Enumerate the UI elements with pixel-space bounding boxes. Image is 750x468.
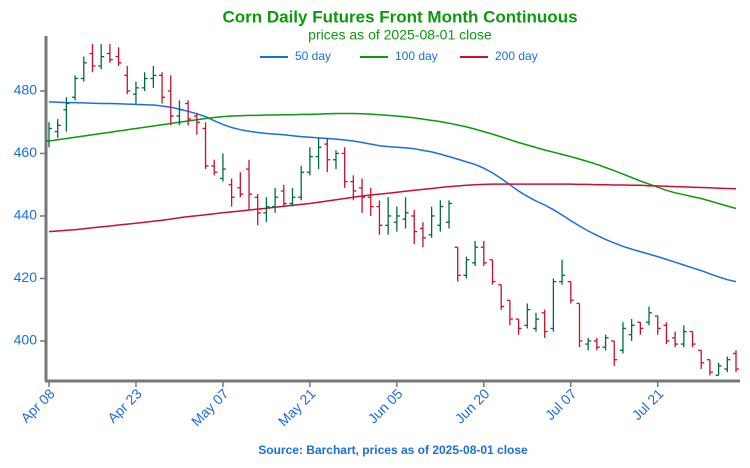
y-tick-label: 420: [14, 269, 38, 285]
x-tick-label: May 21: [275, 385, 319, 429]
y-tick-label: 400: [14, 332, 38, 348]
ma-line: [48, 101, 737, 283]
footer: Source: Barchart, prices as of 2025-08-0…: [258, 443, 528, 457]
x-tick-label: May 07: [188, 385, 232, 429]
x-tick-label: Jul 21: [629, 385, 667, 423]
x-tick-label: Jul 07: [542, 385, 580, 423]
chart-title: Corn Daily Futures Front Month Continuou…: [222, 7, 577, 26]
legend-label: 200 day: [495, 49, 538, 63]
ma-line: [48, 112, 737, 210]
ma-line: [48, 183, 737, 233]
x-tick-label: Apr 08: [17, 385, 58, 426]
y-tick-label: 480: [14, 82, 38, 98]
legend-label: 100 day: [395, 49, 438, 63]
x-tick-label: Jun 05: [365, 385, 406, 426]
y-tick-label: 460: [14, 144, 38, 160]
y-tick-label: 440: [14, 207, 38, 223]
legend-label: 50 day: [295, 49, 331, 63]
x-tick-label: Apr 23: [104, 385, 145, 426]
x-tick-label: Jun 20: [452, 385, 493, 426]
chart-subtitle: prices as of 2025-08-01 close: [308, 27, 492, 43]
